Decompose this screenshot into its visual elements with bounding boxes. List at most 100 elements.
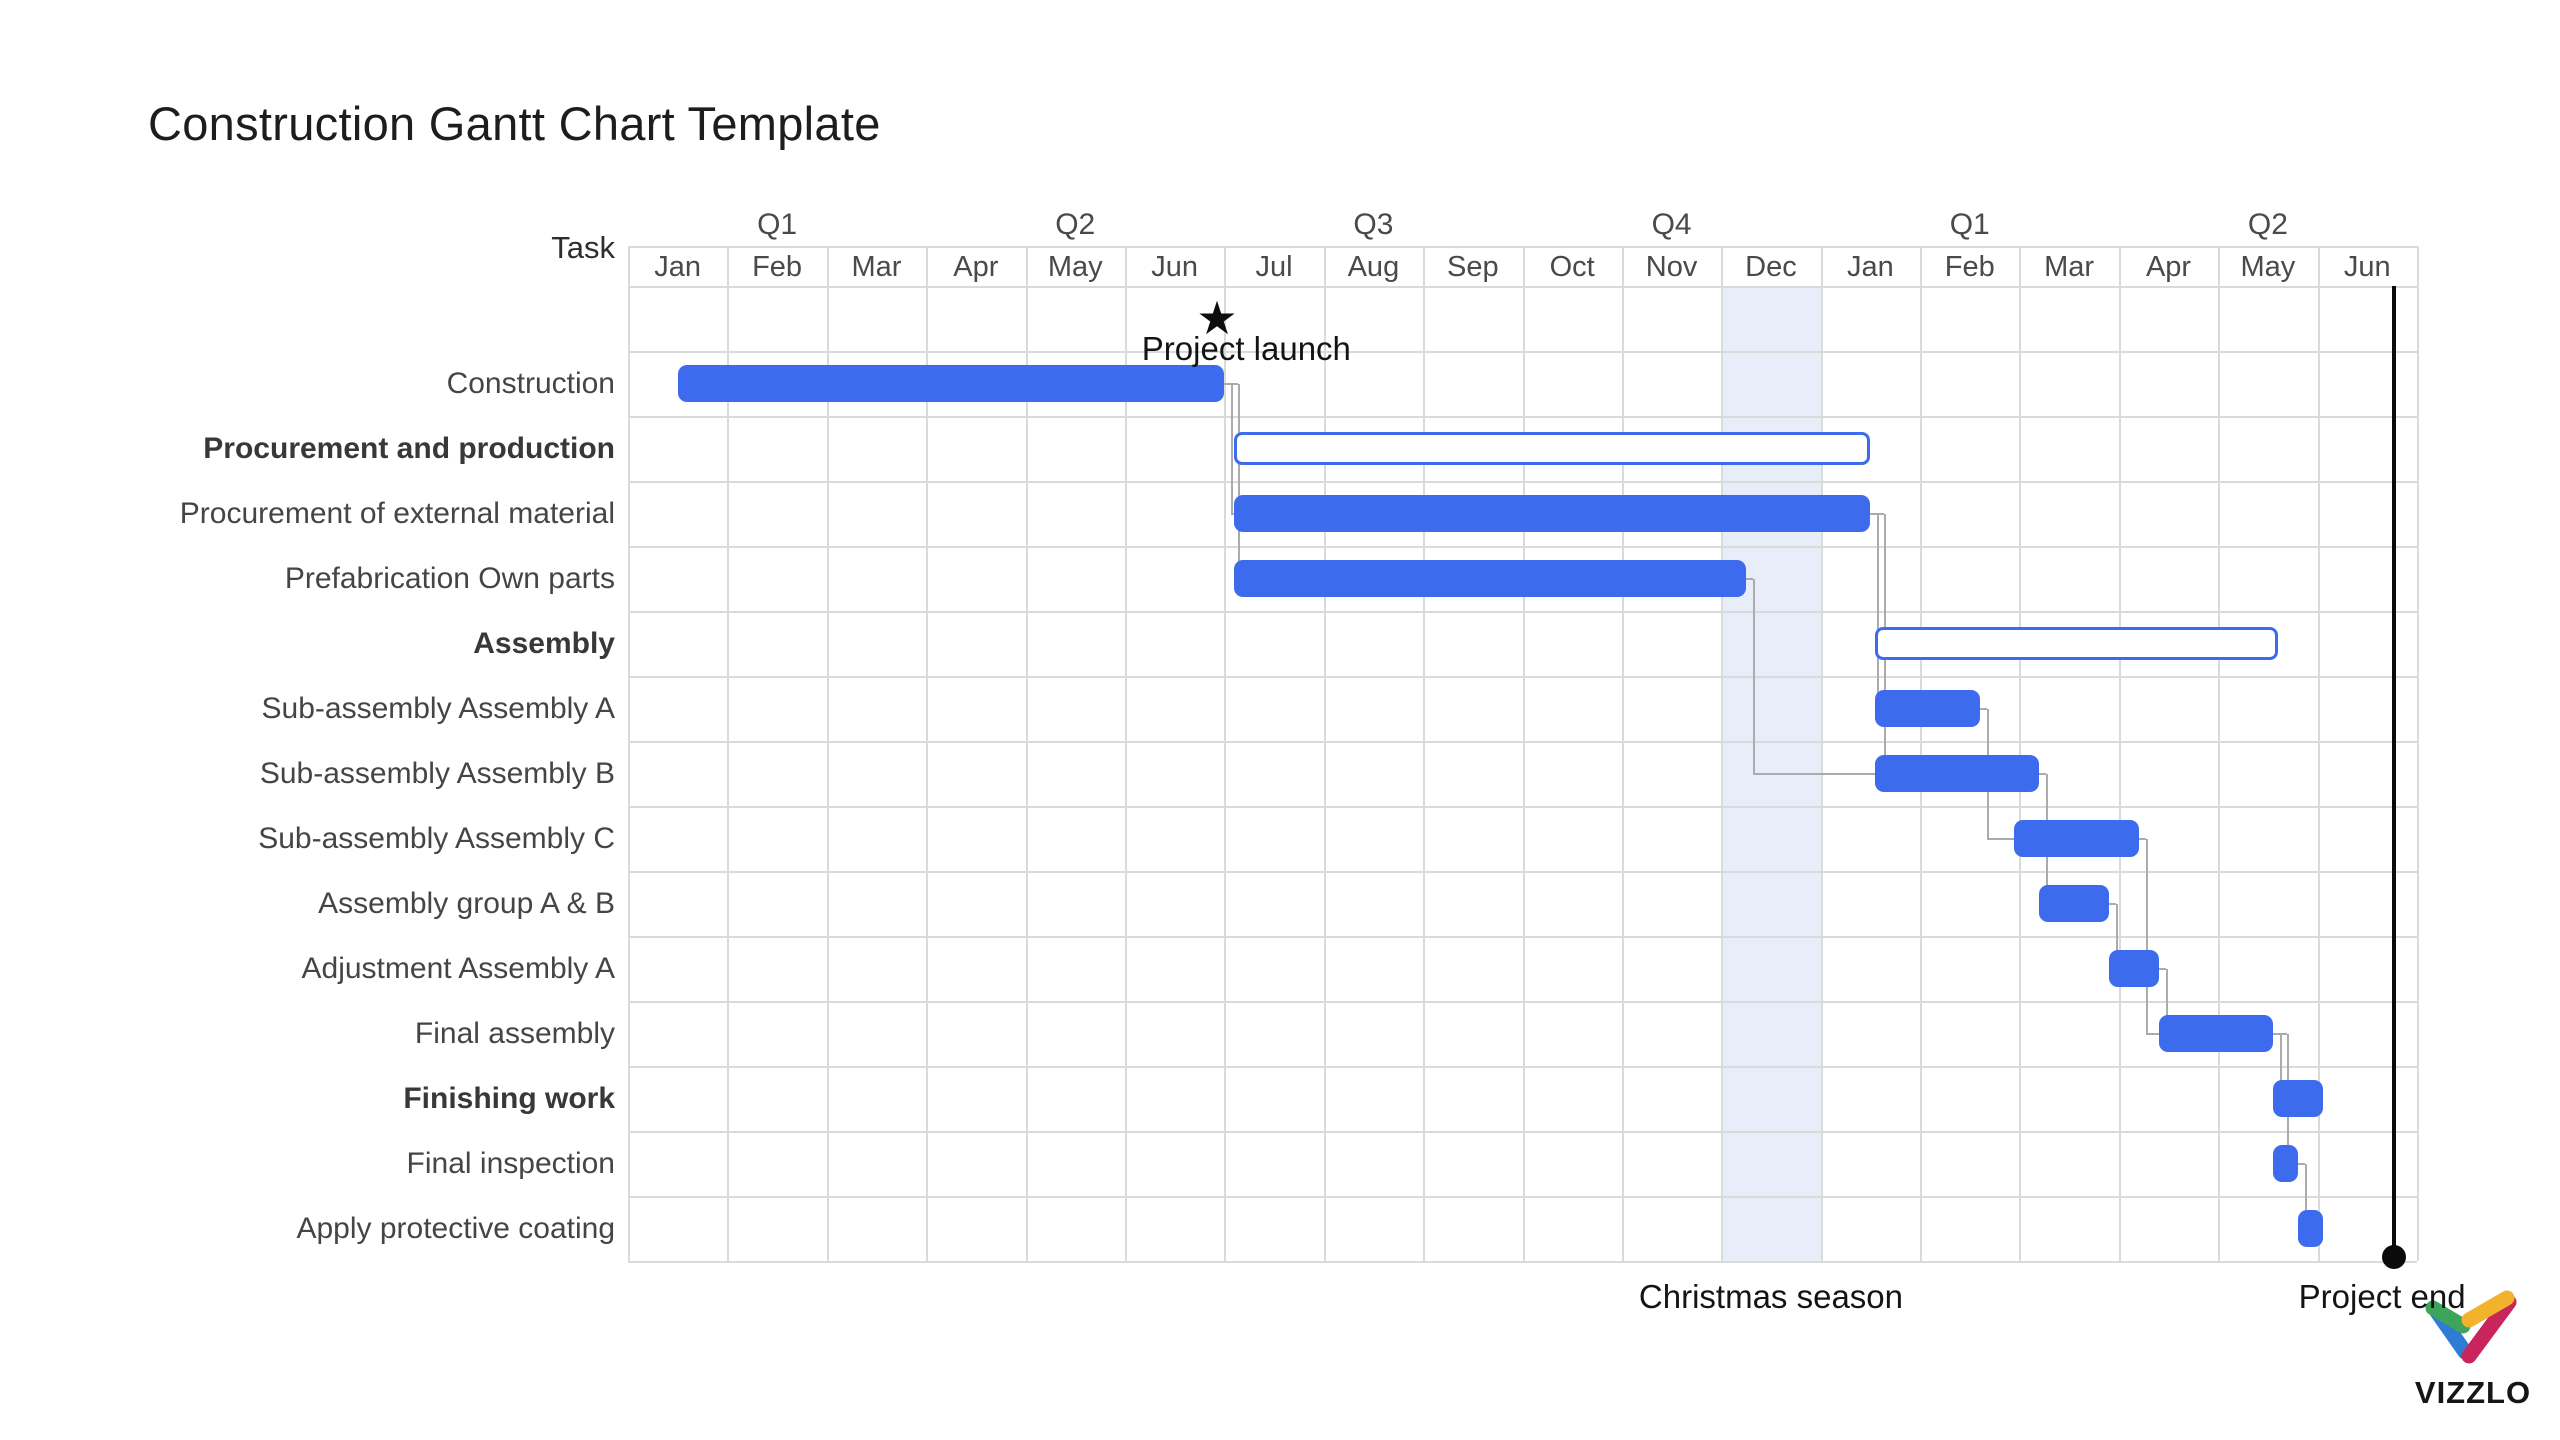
quarter-label-1: Q2 (1055, 208, 1096, 241)
gridline-horizontal (628, 741, 2417, 743)
month-label-11: Dec (1745, 251, 1797, 283)
task-label-procurement-of-external-material: Procurement of external material (179, 497, 615, 530)
dependency-connector (2115, 903, 2118, 969)
quarter-label-5: Q2 (2247, 208, 2288, 241)
quarter-label-0: Q1 (757, 208, 798, 241)
gridline-vertical (1522, 246, 1525, 1261)
month-label-17: Jun (2343, 251, 2391, 283)
month-label-14: Mar (2044, 251, 2095, 283)
gantt-bar-final-assembly[interactable] (2158, 1015, 2273, 1052)
quarter-label-4: Q1 (1949, 208, 1990, 241)
task-label-finishing-work: Finishing work (403, 1082, 615, 1115)
gridline-horizontal (628, 286, 2417, 288)
task-label-sub-assembly-assembly-a: Sub-assembly Assembly A (261, 692, 615, 725)
gantt-bar-procurement-and-production[interactable] (1234, 432, 1871, 465)
dependency-connector (2158, 967, 2166, 970)
month-label-9: Oct (1549, 251, 1595, 283)
task-label-adjustment-assembly-a: Adjustment Assembly A (301, 952, 615, 985)
christmas-season-label: Christmas season (1638, 1278, 1904, 1315)
gantt-bar-procurement-of-external-material[interactable] (1234, 495, 1871, 532)
gantt-bar-assembly[interactable] (1875, 627, 2278, 660)
month-label-6: Jul (1255, 251, 1293, 283)
task-label-final-assembly: Final assembly (414, 1017, 615, 1050)
dependency-connector (1746, 577, 1754, 580)
dependency-connector (1870, 512, 1885, 515)
project-end-dot[interactable] (2382, 1245, 2407, 1269)
task-label-final-inspection: Final inspection (406, 1147, 615, 1180)
gridline-vertical (1124, 246, 1127, 1261)
dependency-connector (1753, 772, 1876, 775)
dependency-connector (1877, 513, 1880, 709)
gridline-horizontal (628, 1066, 2417, 1068)
gridline-horizontal (628, 481, 2417, 483)
gridline-horizontal (628, 806, 2417, 808)
project-end-label: Project end (2298, 1278, 2466, 1315)
month-label-2: Mar (851, 251, 902, 283)
gridline-horizontal (628, 676, 2417, 678)
task-label-assembly-group-a-b: Assembly group A & B (318, 887, 615, 920)
gridline-horizontal (628, 1131, 2417, 1133)
gridline-vertical (1025, 246, 1028, 1261)
task-label-prefabrication-own-parts: Prefabrication Own parts (284, 562, 615, 595)
gantt-bar-finishing-work[interactable] (2272, 1080, 2323, 1117)
dependency-connector (2108, 902, 2116, 905)
gridline-vertical (926, 246, 929, 1261)
task-label-sub-assembly-assembly-c: Sub-assembly Assembly C (258, 822, 615, 855)
month-label-13: Feb (1944, 251, 1995, 283)
gantt-bar-construction[interactable] (677, 365, 1225, 402)
dependency-connector (1224, 382, 1239, 385)
gridline-vertical (2218, 246, 2221, 1261)
project-end-line[interactable] (2392, 286, 2397, 1257)
dependency-connector (1753, 578, 1756, 774)
gridline-vertical (1721, 246, 1724, 1261)
project-launch-star-icon[interactable]: ★ (1196, 291, 1238, 344)
gridline-horizontal (628, 1196, 2417, 1198)
month-label-5: Jun (1151, 251, 1198, 283)
month-label-16: May (2240, 251, 2296, 283)
month-label-10: Nov (1645, 251, 1698, 283)
dependency-connector (2279, 1033, 2282, 1099)
gridline-vertical (826, 246, 829, 1261)
month-label-3: Apr (953, 251, 999, 283)
dependency-connector (2165, 968, 2168, 1034)
dependency-connector (1231, 512, 1235, 515)
task-label-assembly: Assembly (473, 627, 615, 660)
dependency-connector (1238, 383, 1241, 579)
gridline-vertical (1920, 246, 1923, 1261)
dependency-connector (2145, 1032, 2159, 1035)
quarter-label-3: Q4 (1651, 208, 1692, 241)
gridline-vertical (2417, 246, 2419, 1261)
gridline-horizontal (628, 1001, 2417, 1003)
vizzlo-logo-text: VIZZLO (2414, 1375, 2532, 1410)
dependency-connector (2272, 1032, 2287, 1035)
month-label-1: Feb (752, 251, 803, 283)
dependency-connector (2138, 837, 2146, 840)
gantt-bar-assembly-group-a-b[interactable] (2039, 885, 2109, 922)
dependency-connector (2145, 838, 2148, 1034)
task-label-apply-protective-coating: Apply protective coating (296, 1212, 615, 1245)
gridline-vertical (2317, 246, 2320, 1261)
page-title: Construction Gantt Chart Template (148, 97, 881, 150)
gridline-vertical (1224, 246, 1227, 1261)
gantt-bar-apply-protective-coating[interactable] (2297, 1210, 2323, 1247)
vizzlo-logo[interactable]: VIZZLO (2408, 1290, 2538, 1411)
gridline-horizontal (628, 416, 2417, 418)
gantt-bar-prefabrication-own-parts[interactable] (1234, 560, 1747, 597)
gantt-bar-sub-assembly-assembly-a[interactable] (1875, 690, 1980, 727)
task-label-construction: Construction (446, 367, 615, 400)
month-label-15: Apr (2145, 251, 2192, 283)
gantt-bar-sub-assembly-assembly-c[interactable] (2014, 820, 2139, 857)
month-label-12: Jan (1846, 251, 1894, 283)
dependency-connector (1979, 707, 1987, 710)
gridline-vertical (1621, 246, 1624, 1261)
gridline-horizontal (628, 871, 2417, 873)
gridline-vertical (1323, 246, 1326, 1261)
month-label-7: Aug (1347, 251, 1400, 283)
gridline-vertical (2019, 246, 2022, 1261)
gantt-bar-adjustment-assembly-a[interactable] (2108, 950, 2159, 987)
gantt-bar-final-inspection[interactable] (2272, 1145, 2298, 1182)
gantt-bar-sub-assembly-assembly-b[interactable] (1875, 755, 2040, 792)
dependency-connector (1986, 837, 2015, 840)
project-launch-label: Project launch (1141, 330, 1351, 367)
